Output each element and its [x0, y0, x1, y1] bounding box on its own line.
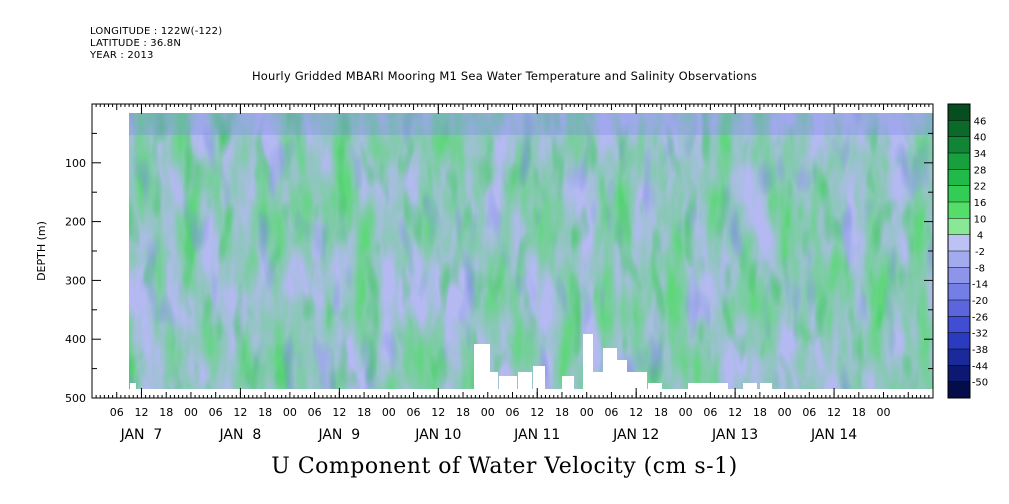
x-hour-tick-label: 18 — [654, 406, 668, 419]
x-day-label: JAN 12 — [612, 427, 659, 443]
colorbar-label: 4 — [977, 231, 983, 242]
colorbar-swatch — [948, 365, 970, 383]
colorbar-swatch — [948, 218, 970, 236]
colorbar-label: 22 — [974, 182, 987, 193]
colorbar-label: -38 — [972, 345, 988, 356]
x-hour-tick-label: 00 — [382, 406, 396, 419]
x-hour-tick-label: 12 — [629, 406, 643, 419]
x-hour-tick-label: 00 — [679, 406, 693, 419]
x-hour-tick-label: 18 — [258, 406, 272, 419]
y-tick-label: 200 — [65, 216, 86, 229]
colorbar-swatch — [948, 332, 970, 350]
colorbar-label: 40 — [974, 133, 987, 144]
colorbar-label: -50 — [972, 378, 988, 389]
x-hour-tick-label: 00 — [580, 406, 594, 419]
colorbar-swatch — [948, 120, 970, 138]
colorbar-swatch — [948, 104, 970, 121]
x-day-label: JAN 10 — [414, 427, 461, 443]
colorbar-label: -2 — [975, 247, 985, 258]
x-hour-tick-label: 12 — [728, 406, 742, 419]
longitude-label: LONGITUDE : 122W(-122) — [90, 26, 223, 37]
x-hour-tick-label: 18 — [357, 406, 371, 419]
x-hour-tick-label: 12 — [530, 406, 544, 419]
x-hour-tick-label: 06 — [703, 406, 717, 419]
x-hour-tick-label: 12 — [431, 406, 445, 419]
y-tick-label: 100 — [65, 157, 86, 170]
x-day-label: JAN 8 — [219, 427, 262, 443]
chart-title: Hourly Gridded MBARI Mooring M1 Sea Wate… — [251, 69, 758, 83]
y-tick-label: 500 — [65, 392, 86, 405]
colorbar-swatch — [948, 267, 970, 285]
colorbar-label: -8 — [975, 263, 985, 274]
x-hour-tick-label: 00 — [283, 406, 297, 419]
colorbar-label: -20 — [972, 296, 988, 307]
x-day-label: JAN 11 — [513, 427, 560, 443]
x-hour-tick-label: 06 — [308, 406, 322, 419]
colorbar-swatch — [948, 202, 970, 219]
colorbar-swatch — [948, 349, 970, 366]
x-hour-tick-label: 12 — [233, 406, 247, 419]
x-day-label: JAN 14 — [810, 427, 857, 443]
colorbar-swatch — [948, 381, 970, 399]
missing-data-mask — [130, 334, 772, 390]
colorbar-label: 16 — [974, 198, 987, 209]
y-tick-label: 300 — [65, 274, 86, 287]
x-hour-tick-label: 00 — [481, 406, 495, 419]
x-axis-title: U Component of Water Velocity (cm s-1) — [271, 454, 738, 479]
colorbar-swatch — [948, 234, 970, 252]
colorbar-swatch — [948, 300, 970, 317]
colorbar-label: -44 — [972, 361, 988, 372]
colorbar-swatch — [948, 169, 970, 187]
colorbar-swatch — [948, 136, 970, 154]
x-hour-tick-label: 06 — [209, 406, 223, 419]
latitude-label: LATITUDE : 36.8N — [90, 38, 182, 49]
x-day-label: JAN 7 — [120, 427, 163, 443]
x-hour-tick-label: 18 — [159, 406, 173, 419]
colorbar-label: -32 — [972, 329, 988, 340]
x-hour-tick-label: 00 — [184, 406, 198, 419]
colorbar-swatch — [948, 283, 970, 301]
x-hour-tick-label: 06 — [110, 406, 124, 419]
heatmap-chart: 06 12 18 00 06 12 18 00 06 12 18 00 06 12 18 00 06 12 18 00… — [35, 103, 988, 443]
y-tick-label: 400 — [65, 333, 86, 346]
colorbar-label: 28 — [974, 165, 987, 176]
x-hour-tick-label: 18 — [852, 406, 866, 419]
x-hour-tick-label: 06 — [407, 406, 421, 419]
x-hour-tick-label: 00 — [877, 406, 891, 419]
x-hour-tick-label: 06 — [802, 406, 816, 419]
x-hour-tick-label: 06 — [506, 406, 520, 419]
x-hour-tick-label: 00 — [778, 406, 792, 419]
velocity-field — [129, 113, 933, 390]
year-label: YEAR : 2013 — [90, 50, 154, 61]
x-hour-tick-label: 18 — [456, 406, 470, 419]
x-hour-tick-label: 06 — [604, 406, 618, 419]
colorbar-swatch — [948, 316, 970, 334]
x-day-label: JAN 13 — [711, 427, 758, 443]
x-hour-tick-label: 12 — [332, 406, 346, 419]
x-day-label: JAN 9 — [317, 427, 360, 443]
colorbar-label: 46 — [974, 116, 987, 127]
colorbar-swatch — [948, 251, 970, 268]
colorbar-swatch — [948, 185, 970, 203]
x-hour-tick-label: 18 — [753, 406, 767, 419]
colorbar-label: 10 — [974, 214, 987, 225]
colorbar-label: -14 — [972, 280, 988, 291]
colorbar-label: -26 — [972, 312, 988, 323]
y-axis-title: DEPTH (m) — [35, 221, 48, 281]
x-hour-tick-label: 12 — [134, 406, 148, 419]
x-hour-tick-label: 12 — [827, 406, 841, 419]
colorbar-label: 34 — [974, 149, 987, 160]
colorbar-swatch — [948, 153, 970, 170]
x-hour-tick-label: 18 — [555, 406, 569, 419]
